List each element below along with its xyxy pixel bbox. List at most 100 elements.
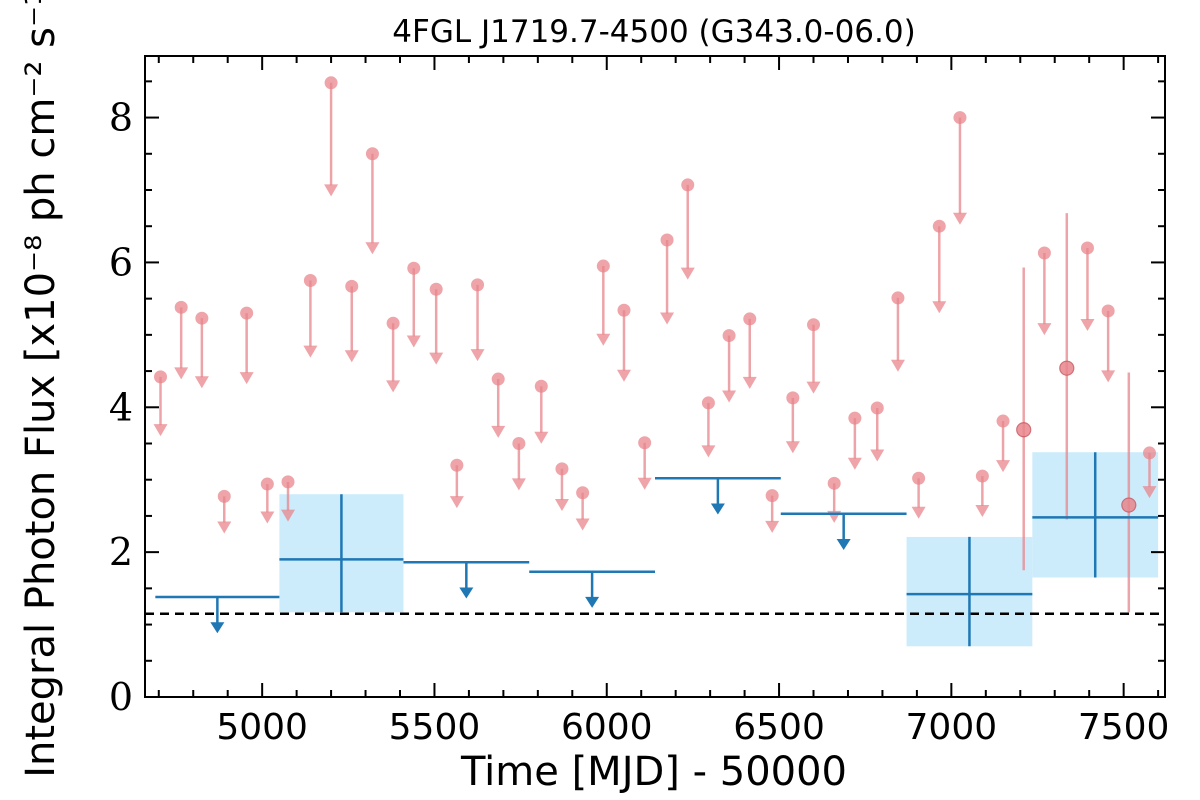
fine-limit-point: [365, 147, 379, 161]
fine-limit-arrowhead: [975, 504, 990, 517]
fine-limit-arrowhead: [386, 380, 401, 393]
fine-limit-point: [324, 76, 338, 90]
y-tick-label: 8: [109, 96, 133, 140]
fine-limit-point: [174, 300, 188, 314]
fine-limit-arrowhead: [722, 390, 737, 403]
fine-limit-arrowhead: [194, 376, 209, 389]
fine-limit-point: [1037, 246, 1051, 260]
fine-limit-arrowhead: [575, 518, 590, 531]
coarse-limit-arrowhead: [836, 538, 851, 550]
fine-limit-point: [953, 111, 967, 125]
fine-limit-point: [534, 379, 548, 393]
fine-limit-arrowhead: [324, 184, 339, 197]
fine-limit-arrowhead: [1101, 370, 1116, 383]
fine-limit-arrowhead: [911, 506, 926, 519]
fine-limit-point: [491, 372, 505, 386]
fine-limit-point: [345, 279, 359, 293]
y-tick-label: 2: [109, 530, 133, 574]
x-tick-label: 7000: [906, 707, 998, 748]
fine-limit-point: [975, 469, 989, 483]
fine-limit-arrowhead: [174, 367, 189, 380]
fine-limit-point: [429, 282, 443, 296]
fine-limit-point: [617, 303, 631, 317]
fine-limit-point: [638, 436, 652, 450]
fine-limit-arrowhead: [806, 381, 821, 394]
fine-limit-arrowhead: [742, 376, 757, 389]
fine-limit-point: [555, 462, 569, 476]
fine-limit-point: [596, 259, 610, 273]
fine-limit-point: [765, 489, 779, 503]
fine-limit-arrowhead: [470, 349, 485, 362]
fine-limit-arrowhead: [765, 520, 780, 533]
fine-limit-point: [870, 401, 884, 415]
fine-limit-point: [303, 274, 317, 288]
fine-limit-arrowhead: [785, 441, 800, 454]
fine-detection-point: [1059, 360, 1075, 376]
fine-limit-point: [576, 486, 590, 500]
coarse-limit-arrowhead: [210, 622, 225, 634]
fine-limit-point: [912, 471, 926, 485]
fine-limit-point: [848, 411, 862, 425]
fine-limit-point: [722, 329, 736, 343]
fine-limit-arrowhead: [596, 333, 611, 346]
axes: 5000 5500 6000 6500 7000 7500 0 2 4 6 8: [109, 55, 1170, 748]
fine-limit-point: [701, 396, 715, 410]
fine-limit-arrowhead: [534, 431, 549, 444]
x-tick-label: 5500: [389, 707, 481, 748]
fine-limit-arrowhead: [449, 496, 464, 509]
coarse-bin-series: [155, 452, 1159, 647]
fine-limit-point: [807, 318, 821, 332]
plot-frame: [144, 55, 1166, 698]
fine-limit-point: [743, 312, 757, 326]
fine-limit-point: [512, 436, 526, 450]
fine-limit-point: [260, 477, 274, 491]
fine-limit-point: [660, 233, 674, 247]
fine-limit-arrowhead: [281, 509, 296, 522]
fine-limit-point: [154, 370, 168, 384]
fine-limit-point: [407, 261, 421, 275]
fine-limit-arrowhead: [260, 511, 275, 524]
fine-limit-arrowhead: [153, 424, 168, 437]
fine-limit-arrowhead: [932, 301, 947, 314]
fine-limit-point: [386, 316, 400, 330]
fine-limit-arrowhead: [890, 359, 905, 372]
fine-limit-arrowhead: [847, 457, 862, 470]
fine-limit-arrowhead: [637, 477, 652, 490]
x-tick-label: 5000: [216, 707, 308, 748]
fine-limit-point: [240, 306, 254, 320]
fine-limit-arrowhead: [217, 521, 232, 534]
fine-limit-point: [471, 278, 485, 292]
y-tick-label: 4: [109, 385, 133, 429]
fine-limit-arrowhead: [429, 352, 444, 365]
fine-limit-arrowhead: [616, 369, 631, 382]
fine-limit-point: [891, 291, 905, 305]
fine-limit-point: [195, 311, 209, 325]
fine-limit-point: [1142, 446, 1156, 460]
x-tick-label: 7500: [1078, 707, 1170, 748]
fine-limit-arrowhead: [952, 212, 967, 225]
y-tick-label: 0: [109, 675, 133, 719]
fine-limit-point: [1101, 304, 1115, 318]
fine-limit-point: [996, 414, 1010, 428]
fine-limit-arrowhead: [870, 449, 885, 462]
coarse-limit-arrowhead: [459, 587, 474, 599]
fine-limit-arrowhead: [303, 345, 318, 358]
fine-limit-arrowhead: [344, 350, 359, 363]
fine-limit-arrowhead: [365, 242, 380, 255]
fine-limit-arrowhead: [1037, 323, 1052, 336]
fine-limit-arrowhead: [554, 499, 569, 512]
fine-limit-arrowhead: [660, 312, 675, 325]
fine-detection-point: [1016, 422, 1032, 438]
x-tick-label: 6000: [561, 707, 653, 748]
fine-limit-point: [681, 178, 695, 192]
y-tick-label: 6: [109, 240, 133, 284]
x-tick-label: 6500: [733, 707, 825, 748]
fine-limit-point: [932, 219, 946, 233]
fine-bin-series: [153, 76, 1157, 613]
x-axis-label: Time [MJD] - 50000: [460, 749, 847, 795]
fine-limit-point: [786, 391, 800, 405]
fine-limit-arrowhead: [680, 267, 695, 280]
fine-limit-arrowhead: [511, 478, 526, 491]
coarse-limit-arrowhead: [585, 596, 600, 608]
